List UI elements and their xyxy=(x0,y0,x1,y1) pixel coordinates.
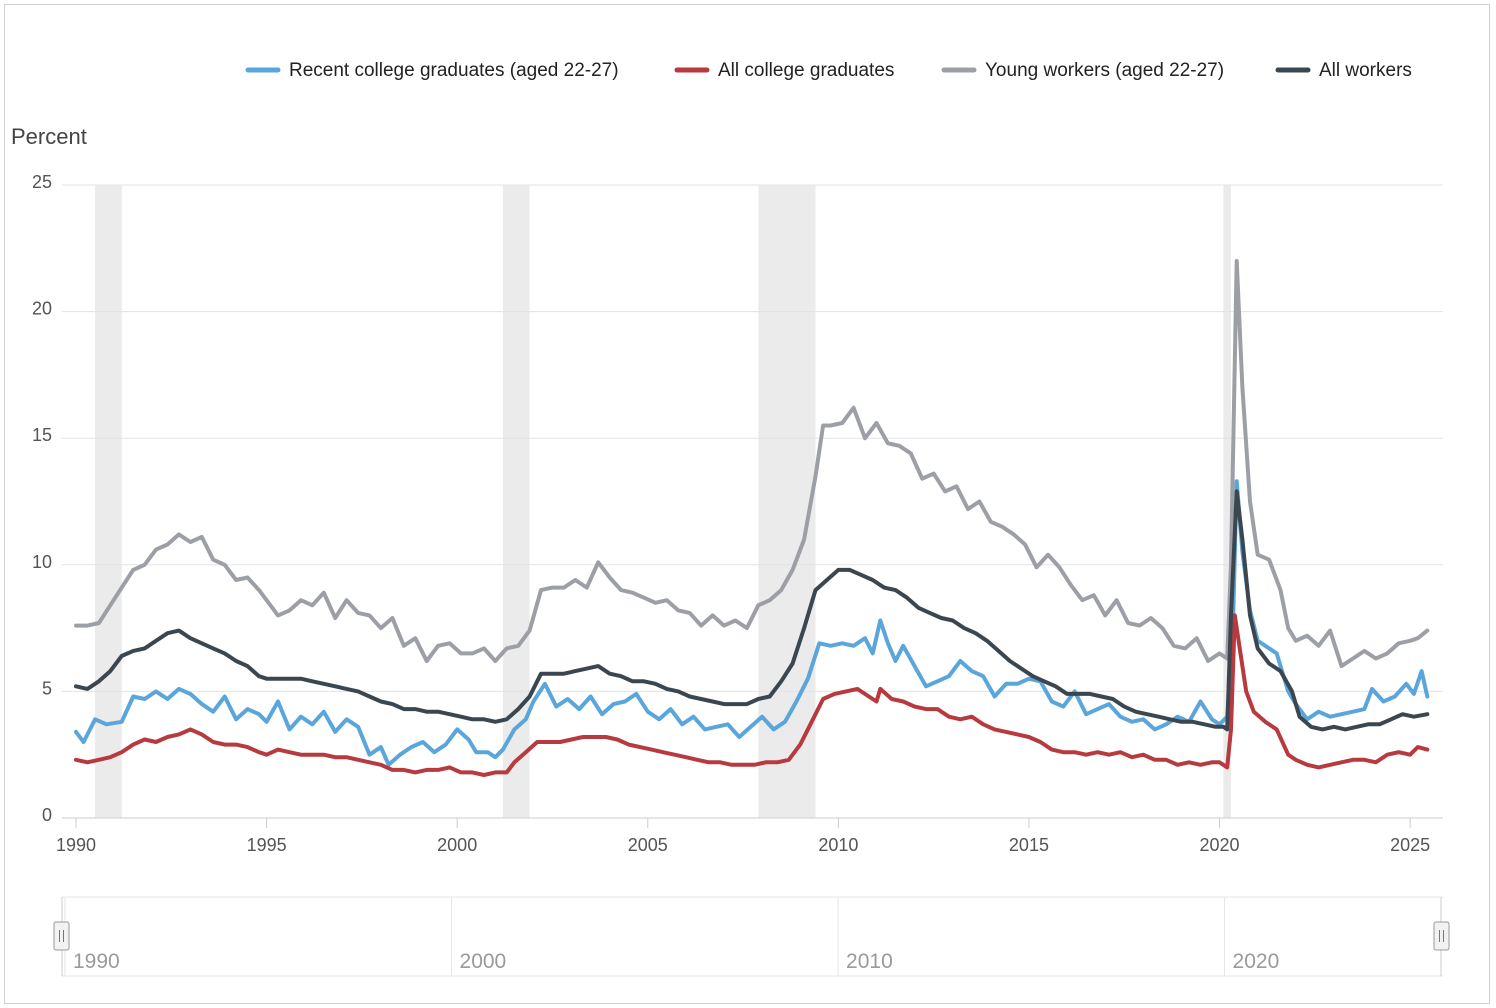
navigator-left-handle[interactable] xyxy=(53,921,70,951)
y-tick-label-20: 20 xyxy=(32,299,52,319)
x-tick-label-2020: 2020 xyxy=(1200,835,1240,855)
y-axis-ticks: 0 5 10 15 20 25 xyxy=(32,172,52,825)
y-axis-title: Percent xyxy=(11,124,87,149)
legend-item-0[interactable]: Recent college graduates (aged 22-27) xyxy=(245,60,619,81)
x-tick-label-1995: 1995 xyxy=(247,835,287,855)
legend-label-0: Recent college graduates (aged 22-27) xyxy=(289,60,619,81)
legend-item-1[interactable]: All college graduates xyxy=(674,60,894,81)
x-tick-label-2010: 2010 xyxy=(818,835,858,855)
y-tick-label-15: 15 xyxy=(32,425,52,445)
recession-band-0 xyxy=(95,185,122,818)
legend-label-2: Young workers (aged 22-27) xyxy=(985,60,1224,81)
series-line-1 xyxy=(74,613,1430,777)
recession-band-1 xyxy=(502,185,530,818)
y-tick-label-25: 25 xyxy=(32,172,52,192)
chart-frame xyxy=(4,4,1490,1004)
series-line-3 xyxy=(74,489,1430,732)
x-tick-label-2000: 2000 xyxy=(437,835,477,855)
legend-item-2[interactable]: Young workers (aged 22-27) xyxy=(941,60,1224,81)
x-tick-label-1990: 1990 xyxy=(56,835,96,855)
x-tick-label-2005: 2005 xyxy=(628,835,668,855)
x-tick-label-2025: 2025 xyxy=(1390,835,1430,855)
recession-band-2 xyxy=(758,185,816,818)
navigator-tick-label-2020: 2020 xyxy=(1233,950,1280,973)
y-tick-label-0: 0 xyxy=(42,805,52,825)
x-axis-ticks: 1990 1995 2000 2005 2010 2015 2020 2025 xyxy=(56,818,1430,855)
range-navigator[interactable]: 1990 2000 2010 2020 xyxy=(53,896,1450,977)
x-tick-label-2015: 2015 xyxy=(1009,835,1049,855)
legend: Recent college graduates (aged 22-27) All… xyxy=(245,60,1412,81)
y-tick-label-5: 5 xyxy=(42,678,52,698)
series-line-2 xyxy=(74,259,1430,669)
recession-band-3 xyxy=(1223,185,1231,818)
legend-label-1: All college graduates xyxy=(718,60,894,81)
navigator-tick-label-1990: 1990 xyxy=(73,950,120,973)
navigator-tick-label-2010: 2010 xyxy=(846,950,893,973)
series-lines xyxy=(74,259,1430,777)
legend-label-3: All workers xyxy=(1319,60,1412,81)
gridlines xyxy=(62,184,1443,692)
navigator-right-handle[interactable] xyxy=(1433,921,1450,951)
y-tick-label-10: 10 xyxy=(32,552,52,572)
navigator-tick-label-2000: 2000 xyxy=(460,950,507,973)
legend-item-3[interactable]: All workers xyxy=(1275,60,1412,81)
navigator-ticks: 1990 2000 2010 2020 xyxy=(64,897,1280,976)
